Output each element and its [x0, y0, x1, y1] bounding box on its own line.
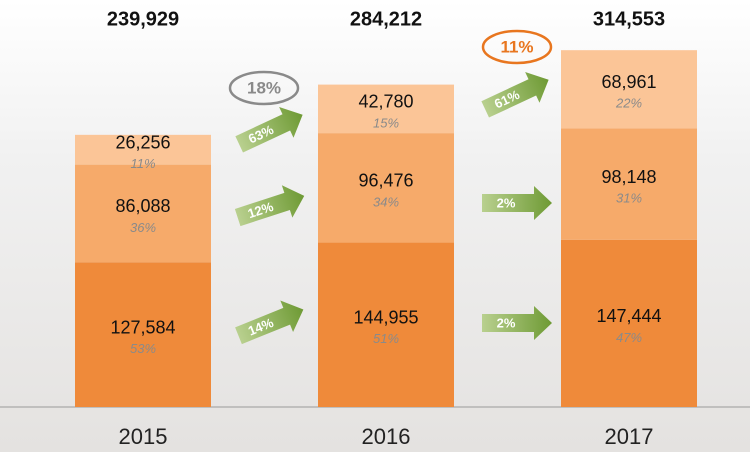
total-label: 239,929: [107, 8, 179, 30]
growth-arrow: 2%: [482, 186, 552, 220]
bar-segment: [561, 50, 697, 129]
arrow-shape: [234, 185, 305, 227]
growth-circle: [481, 29, 553, 65]
total-label: 284,212: [350, 8, 422, 30]
growth-arrow: 12%: [234, 185, 305, 227]
share-label: 51%: [373, 331, 399, 346]
arrow-shape: [235, 300, 304, 345]
arrow-shape: [482, 186, 552, 220]
bar-segment: [318, 242, 454, 407]
bar-segment: [75, 262, 211, 407]
arrow-shape: [481, 71, 549, 118]
value-label: 144,955: [353, 308, 418, 328]
growth-arrow: 2%: [482, 306, 552, 340]
value-label: 127,584: [110, 317, 175, 337]
bar-segment: [561, 239, 697, 407]
growth-circle: [228, 70, 300, 106]
value-label: 26,256: [115, 132, 170, 152]
total-growth-label: 11%: [500, 37, 533, 56]
share-label: 31%: [616, 191, 642, 206]
growth-label: 2%: [497, 315, 516, 330]
share-label: 34%: [373, 194, 399, 209]
bar-segment: [75, 164, 211, 263]
bar-segment: [318, 84, 454, 134]
arrow-shape: [235, 106, 303, 153]
share-label: 36%: [130, 220, 156, 235]
value-label: 42,780: [358, 92, 413, 112]
total-label: 314,553: [593, 8, 665, 30]
value-label: 68,961: [601, 72, 656, 92]
value-label: 96,476: [358, 171, 413, 191]
bar-segment: [561, 128, 697, 240]
bar-segment: [75, 134, 211, 165]
share-label: 47%: [616, 330, 642, 345]
x-tick-label: 2015: [119, 424, 168, 449]
share-label: 11%: [130, 156, 155, 171]
share-label: 22%: [615, 96, 642, 111]
growth-label: 2%: [497, 195, 516, 210]
share-label: 53%: [130, 341, 156, 356]
growth-arrow: 14%: [235, 300, 304, 345]
value-label: 147,444: [596, 306, 661, 326]
share-label: 15%: [373, 115, 399, 130]
bar-segment: [318, 133, 454, 243]
total-growth-label: 18%: [247, 78, 281, 97]
x-tick-label: 2016: [362, 424, 411, 449]
value-label: 98,148: [601, 167, 656, 187]
x-tick-label: 2017: [605, 424, 654, 449]
value-label: 86,088: [115, 196, 170, 216]
arrow-shape: [482, 306, 552, 340]
